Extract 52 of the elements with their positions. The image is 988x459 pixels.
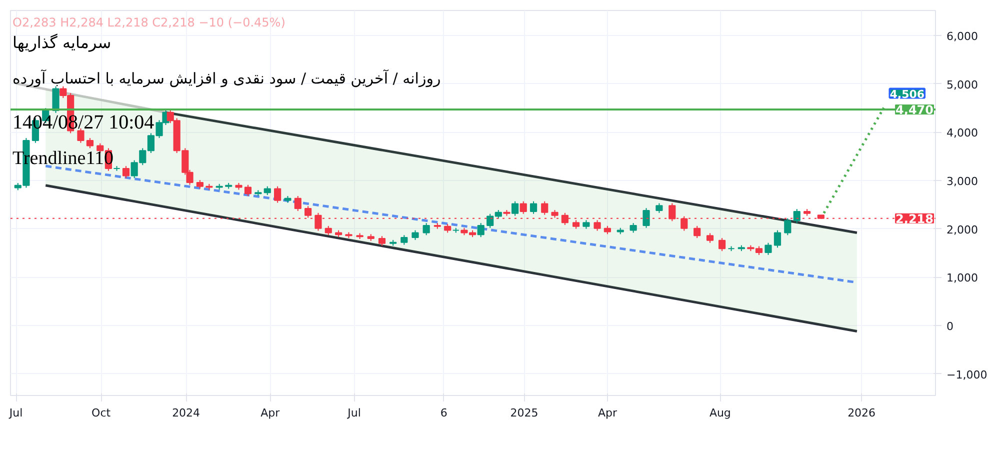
- candlestick: [630, 222, 637, 234]
- candlestick: [244, 184, 252, 196]
- x-tick-label: Jul: [346, 406, 361, 420]
- x-tick-label: 2025: [510, 406, 538, 420]
- text: سرمایه گذاریها: [12, 33, 112, 52]
- x-tick-label: Jul: [8, 406, 23, 420]
- y-tick-label: 3,000: [946, 175, 978, 188]
- candlestick: [422, 222, 430, 236]
- x-tick-label: Apr: [260, 406, 280, 420]
- candlestick: [304, 206, 312, 218]
- candlestick: [541, 200, 548, 216]
- candlestick: [412, 230, 419, 240]
- candlestick: [324, 225, 332, 236]
- candlestick: [793, 208, 800, 224]
- ref-line-label: 4,470: [896, 103, 934, 118]
- annotation: 4,506: [890, 88, 925, 101]
- candlestick: [511, 200, 519, 216]
- candlestick: [52, 86, 60, 114]
- candlestick: [400, 234, 408, 246]
- candlestick: [656, 202, 663, 214]
- annotation: O2,283 H2,284 L2,218 C2,218 −10 (−0.45%): [12, 16, 286, 30]
- y-tick-label: 2,000: [946, 223, 978, 236]
- candlestick: [594, 220, 601, 232]
- ref-line-label: 2,218: [896, 212, 934, 226]
- candlestick: [122, 166, 130, 179]
- candlestick: [694, 225, 701, 239]
- x-tick-label: 2024: [172, 406, 200, 420]
- candlestick: [86, 138, 94, 149]
- y-tick-label: 1,000: [946, 272, 978, 285]
- x-tick-label: Oct: [92, 406, 112, 420]
- candlestick: [718, 238, 726, 252]
- candlestick: [477, 222, 484, 238]
- x-tick-label: 6: [440, 406, 448, 420]
- candlestick: [642, 208, 650, 228]
- candlestick: [774, 230, 782, 248]
- text: روزانه / آخرین قیمت / سود نقدی و افزایش سرمایه با احتساب آورده: [12, 68, 441, 88]
- y-tick-label: 4,000: [946, 126, 978, 140]
- x-tick-label: Aug: [709, 406, 731, 420]
- candlestick: [520, 200, 527, 214]
- candlestick: [378, 236, 386, 246]
- candlestick: [530, 200, 538, 214]
- y-tick-label: 5,000: [946, 78, 978, 92]
- x-tick-label: Apr: [598, 406, 618, 420]
- y-tick-label: 6,000: [946, 30, 978, 44]
- candlestick: [294, 195, 302, 212]
- candlestick: [274, 186, 282, 204]
- y-tick-label: 0: [946, 320, 954, 333]
- candlestick: [706, 232, 714, 244]
- x-tick-label: 2026: [848, 406, 876, 420]
- candlestick: [764, 242, 772, 256]
- candlestick: [784, 218, 792, 236]
- y-tick-label: −1,000: [946, 368, 988, 382]
